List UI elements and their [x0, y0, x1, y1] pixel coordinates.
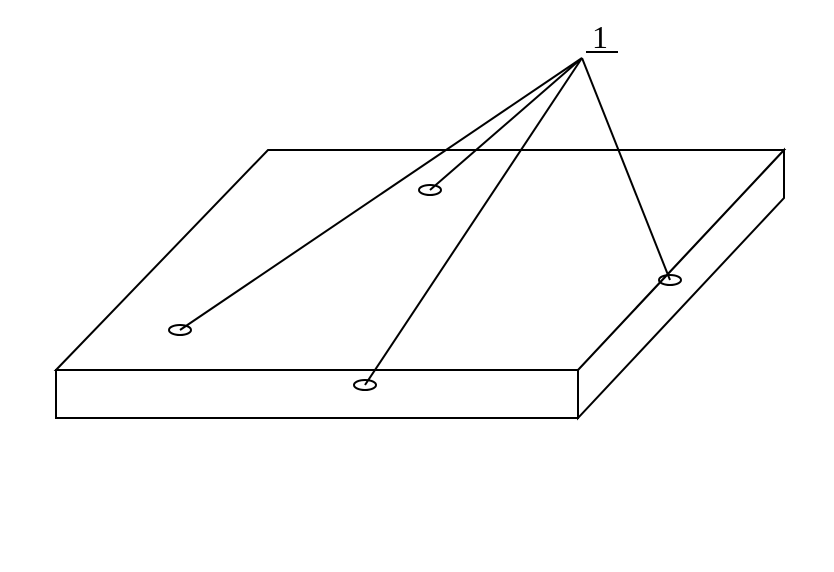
leader-line-1 [180, 58, 582, 330]
plate-right-face [578, 150, 784, 418]
plate-top-face [56, 150, 784, 370]
callout-label-1: 1 [586, 19, 618, 55]
plate-front-face [56, 370, 578, 418]
label-text: 1 [592, 19, 608, 55]
hole-markers [169, 185, 681, 390]
diagram-canvas: 1 [0, 0, 834, 572]
leader-lines [180, 58, 670, 385]
leader-line-2 [365, 58, 582, 385]
leader-line-3 [430, 58, 582, 190]
leader-line-4 [582, 58, 670, 280]
